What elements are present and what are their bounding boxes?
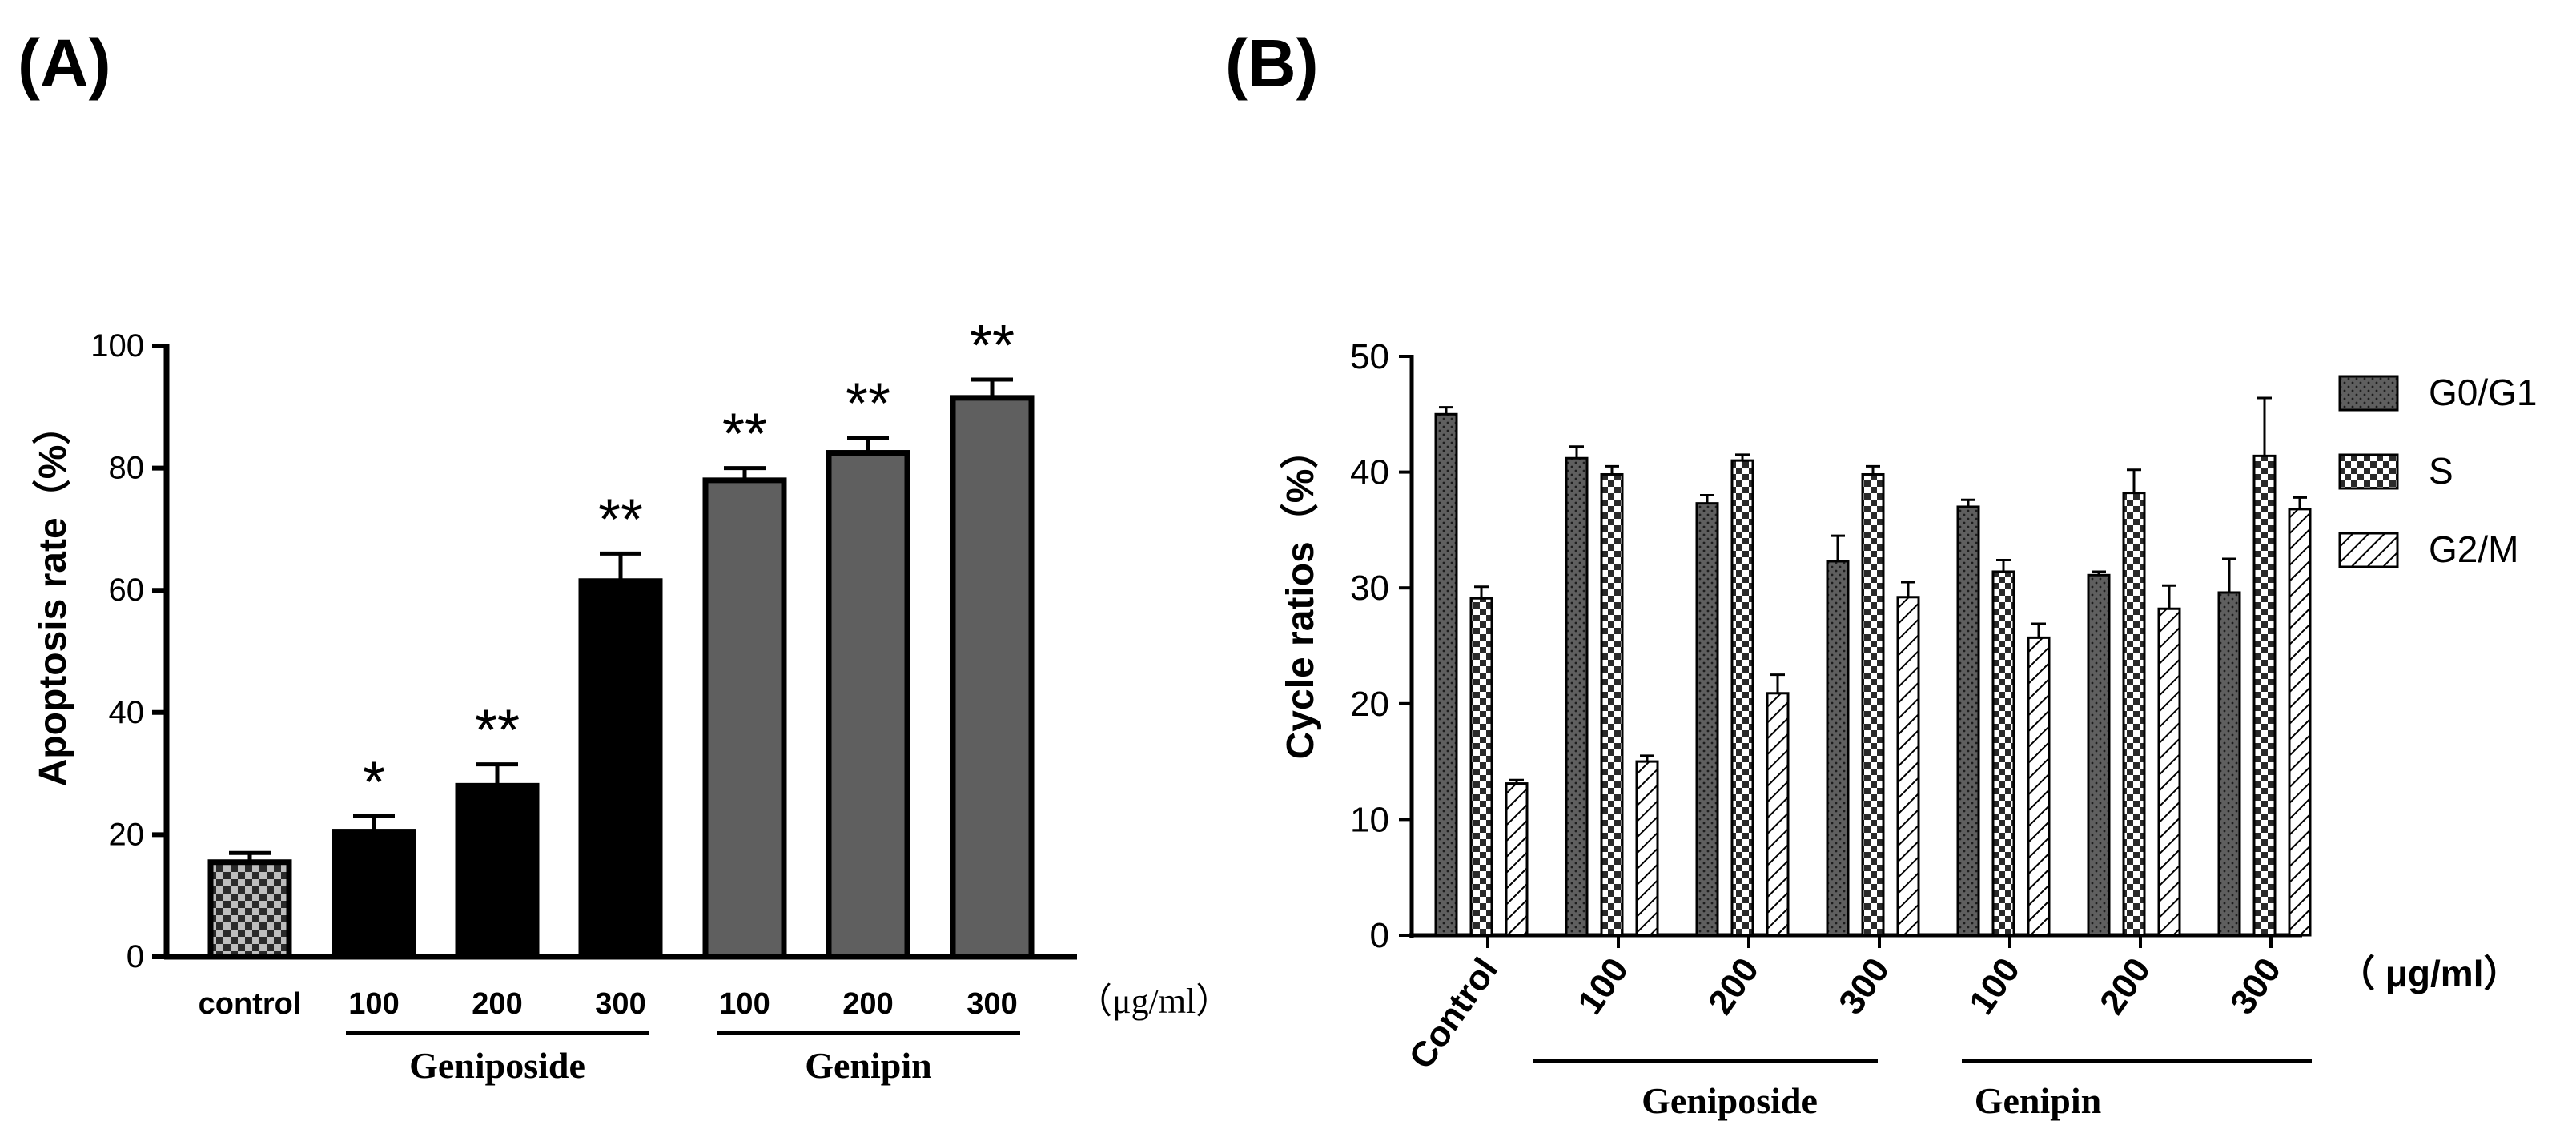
legend-swatch-S xyxy=(2338,453,2399,490)
panel-a-chart: Apoptosis rate（%） （μg/ml） 0 20 40 60 80 100 co… xyxy=(32,314,1231,1086)
group-label-a-1: Genipin xyxy=(805,1045,932,1086)
bar-b-G2/M-4 xyxy=(2027,636,2051,937)
bar-b-G2/M-5 xyxy=(2157,607,2181,937)
category-label-a-5: 200 xyxy=(842,987,893,1021)
category-label-b-6: 300 xyxy=(2223,951,2289,1022)
bar-b-G0/G1-6 xyxy=(2217,591,2241,937)
bar-b-G0/G1-4 xyxy=(1956,505,1980,937)
bar-b-G2/M-1 xyxy=(1635,760,1659,937)
bar-b-G0/G1-2 xyxy=(1695,502,1719,937)
bar-a-1 xyxy=(332,829,416,960)
bar-b-G0/G1-1 xyxy=(1565,456,1589,937)
y-axis-title-b: Cycle ratios（%） xyxy=(1280,431,1322,760)
bar-a-6 xyxy=(950,395,1035,960)
y-tick-label-a: 80 xyxy=(109,451,145,486)
bar-b-G0/G1-3 xyxy=(1826,560,1850,937)
panel-b-chart: Cycle ratios（%） （ μg/ml） 0 10 20 30 40 50 Cont… xyxy=(1280,337,2538,1121)
group-label-b-1: Genipin xyxy=(1975,1080,2102,1121)
significance-label-a-4: ** xyxy=(722,403,767,467)
significance-label-a-5: ** xyxy=(846,372,890,436)
bar-a-0 xyxy=(207,859,292,960)
bar-b-G2/M-3 xyxy=(1896,596,1920,937)
bar-b-G2/M-0 xyxy=(1505,782,1529,937)
y-tick-label-a: 100 xyxy=(90,328,144,364)
bar-b-S-1 xyxy=(1600,472,1624,937)
bar-a-5 xyxy=(826,450,910,960)
bar-b-G2/M-6 xyxy=(2288,508,2312,937)
y-tick-label-a: 60 xyxy=(109,573,145,608)
y-tick-label-b: 50 xyxy=(1350,337,1389,376)
bar-b-G2/M-2 xyxy=(1766,692,1790,937)
legend-label-S: S xyxy=(2429,450,2453,492)
significance-label-a-1: * xyxy=(363,751,385,815)
unit-label-b: （ μg/ml） xyxy=(2338,953,2520,994)
bar-b-S-0 xyxy=(1469,597,1493,937)
category-label-b-2: 200 xyxy=(1701,951,1766,1022)
legend-swatch-G2/M xyxy=(2338,532,2399,568)
category-label-b-5: 200 xyxy=(2092,951,2158,1022)
significance-label-a-2: ** xyxy=(475,699,520,763)
bar-b-S-3 xyxy=(1861,472,1885,937)
bar-b-S-6 xyxy=(2252,454,2277,937)
y-tick-label-a: 40 xyxy=(109,695,145,730)
bar-b-G0/G1-0 xyxy=(1434,412,1458,937)
y-tick-label-b: 10 xyxy=(1350,800,1389,839)
bar-b-S-5 xyxy=(2122,492,2146,937)
bar-a-4 xyxy=(702,477,787,960)
significance-label-a-3: ** xyxy=(598,488,643,552)
y-tick-label-b: 40 xyxy=(1350,453,1389,492)
y-tick-label-b: 20 xyxy=(1350,685,1389,724)
group-label-b-0: Geniposide xyxy=(1642,1080,1818,1121)
bar-b-S-2 xyxy=(1730,459,1754,937)
category-label-a-6: 300 xyxy=(967,987,1017,1021)
unit-label-a: （μg/ml） xyxy=(1077,982,1231,1021)
category-label-b-1: 100 xyxy=(1570,951,1636,1022)
y-axis-title-a: Apoptosis rate（%） xyxy=(32,407,74,787)
significance-label-a-6: ** xyxy=(970,314,1015,378)
legend-swatch-G0/G1 xyxy=(2338,375,2399,412)
bar-b-S-4 xyxy=(1991,570,2015,937)
category-label-b-3: 300 xyxy=(1831,951,1897,1022)
y-tick-label-b: 30 xyxy=(1350,568,1389,608)
category-label-a-3: 300 xyxy=(595,987,645,1021)
bar-a-3 xyxy=(578,578,663,960)
y-tick-label-a: 20 xyxy=(109,817,145,852)
category-label-a-4: 100 xyxy=(719,987,770,1021)
legend-label-G2/M: G2/M xyxy=(2429,528,2518,570)
y-tick-label-a: 0 xyxy=(127,939,144,974)
panel-label-b: (B) xyxy=(1225,26,1319,101)
y-tick-label-b: 0 xyxy=(1370,916,1389,955)
category-label-a-2: 200 xyxy=(472,987,522,1021)
category-label-a-0: control xyxy=(199,987,302,1021)
bar-a-2 xyxy=(455,782,540,960)
category-label-b-0: Control xyxy=(1401,951,1505,1076)
bar-b-G0/G1-5 xyxy=(2087,573,2111,937)
category-label-a-1: 100 xyxy=(348,987,399,1021)
group-label-a-0: Geniposide xyxy=(409,1045,585,1086)
panel-label-a: (A) xyxy=(18,26,111,101)
category-label-b-4: 100 xyxy=(1962,951,2027,1022)
legend-label-G0/G1: G0/G1 xyxy=(2429,372,2538,413)
